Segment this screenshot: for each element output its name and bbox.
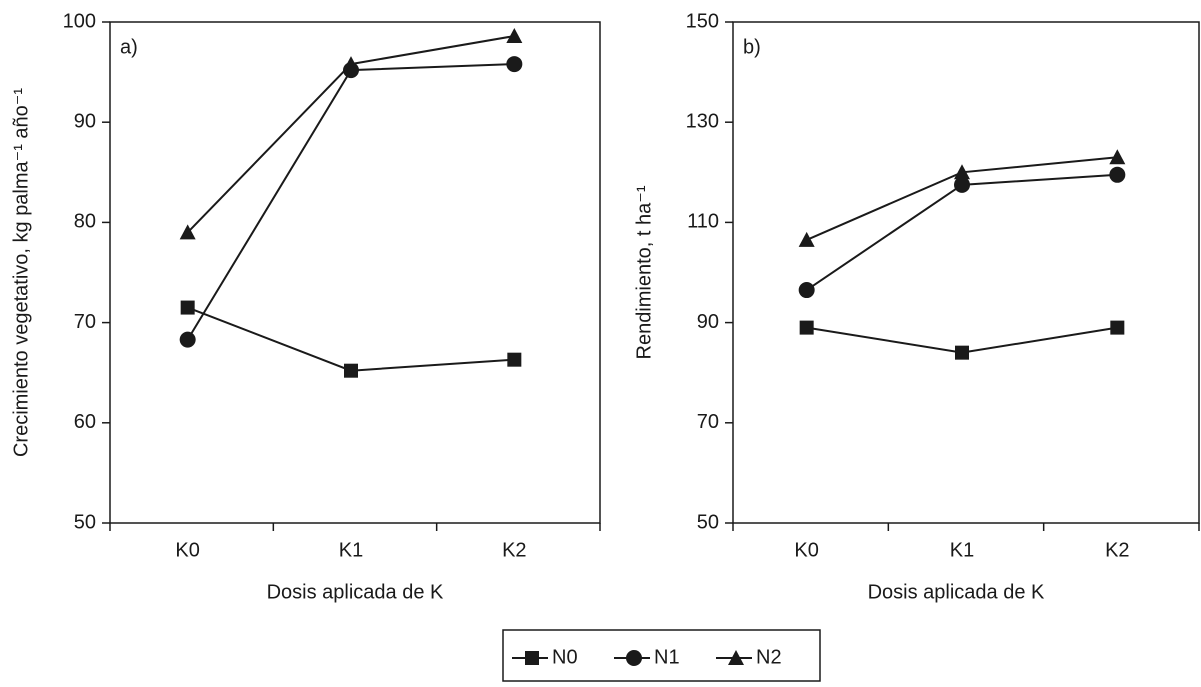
x-axis-label: Dosis aplicada de K xyxy=(868,581,1045,603)
y-tick-label: 130 xyxy=(686,110,719,132)
y-tick-label: 70 xyxy=(74,311,96,333)
marker-circle xyxy=(626,650,642,666)
y-tick-label: 50 xyxy=(74,511,96,533)
panel-label: b) xyxy=(743,36,761,58)
marker-circle xyxy=(954,176,970,193)
marker-triangle xyxy=(798,231,815,247)
panel-label: a) xyxy=(120,36,138,58)
marker-square xyxy=(525,651,539,665)
marker-square xyxy=(799,320,814,335)
y-tick-label: 150 xyxy=(686,10,719,32)
marker-square xyxy=(507,352,522,367)
x-tick-label: K0 xyxy=(794,539,818,561)
marker-triangle xyxy=(728,650,744,665)
legend-label: N1 xyxy=(654,646,680,668)
y-tick-label: 70 xyxy=(697,411,719,433)
y-tick-label: 80 xyxy=(74,211,96,233)
marker-square xyxy=(1110,320,1125,335)
x-tick-label: K1 xyxy=(950,539,974,561)
x-tick-label: K2 xyxy=(1105,539,1129,561)
x-tick-label: K0 xyxy=(175,539,199,561)
marker-triangle xyxy=(179,224,196,240)
y-axis-label: Crecimiento vegetativo, kg palma⁻¹ año⁻¹ xyxy=(10,88,32,457)
marker-circle xyxy=(1109,166,1126,183)
y-tick-label: 50 xyxy=(697,511,719,533)
marker-triangle xyxy=(954,164,970,180)
plot-frame xyxy=(732,21,1200,524)
series-line xyxy=(186,63,515,341)
x-tick-label: K2 xyxy=(502,539,526,561)
marker-circle xyxy=(506,56,523,73)
marker-square xyxy=(180,300,195,315)
marker-circle xyxy=(179,331,196,348)
plot-frame xyxy=(109,21,601,524)
y-tick-label: 60 xyxy=(74,411,96,433)
legend-box xyxy=(502,629,821,682)
legend-label: N2 xyxy=(756,646,782,668)
marker-square xyxy=(955,345,969,360)
series-line xyxy=(187,306,515,372)
marker-triangle xyxy=(506,28,523,44)
y-tick-label: 90 xyxy=(697,311,719,333)
x-tick-label: K1 xyxy=(339,539,363,561)
marker-square xyxy=(344,363,358,378)
legend-label: N0 xyxy=(552,646,578,668)
y-tick-label: 110 xyxy=(687,211,719,233)
marker-triangle xyxy=(1109,149,1126,165)
x-axis-label: Dosis aplicada de K xyxy=(267,581,444,603)
y-tick-label: 90 xyxy=(74,110,96,132)
y-tick-label: 100 xyxy=(63,10,96,32)
marker-circle xyxy=(798,282,815,299)
marker-triangle xyxy=(343,56,359,72)
y-axis-label: Rendimiento, t ha⁻¹ xyxy=(633,185,655,359)
